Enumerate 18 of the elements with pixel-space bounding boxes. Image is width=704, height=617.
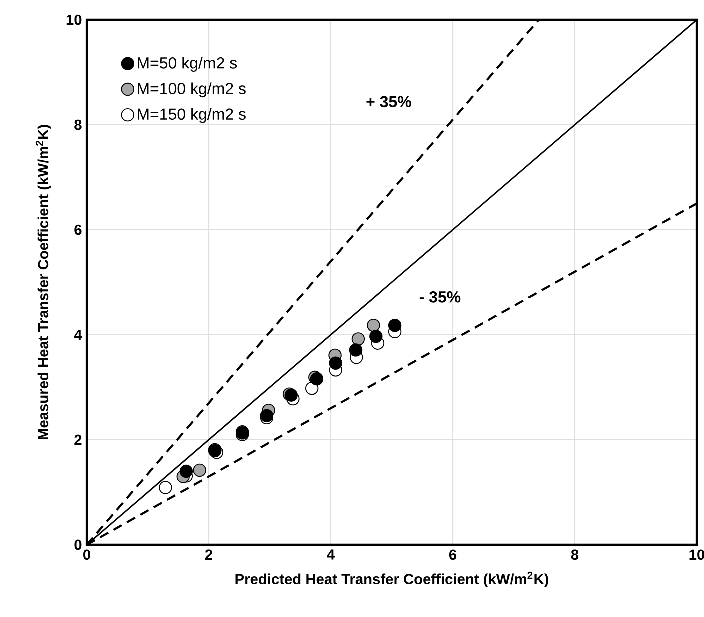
y-tick-label: 10 bbox=[66, 14, 82, 26]
annotation: - 35% bbox=[420, 292, 461, 303]
y-tick-label: 4 bbox=[74, 330, 82, 340]
y-tick-label: 6 bbox=[74, 224, 82, 236]
x-tick-label: 6 bbox=[449, 550, 457, 560]
x-axis-title: Predicted Heat Transfer Coefficient (kW/m$^{2}$K) bbox=[236, 572, 548, 588]
x-tick-label: 4 bbox=[327, 550, 335, 560]
x-tick-label: 8 bbox=[571, 550, 579, 560]
legend-label: M=150 kg/m2 s bbox=[138, 108, 246, 124]
y-tick-label: 0 bbox=[74, 540, 82, 550]
y-tick-label: 8 bbox=[74, 120, 82, 130]
x-tick-label: 2 bbox=[205, 550, 212, 560]
y-axis-title: Measured Heat Transfer Coefficient (kW/m$^{2}$K) bbox=[36, 125, 52, 440]
x-tick-label: 0 bbox=[84, 550, 90, 560]
legend-label: M=100 kg/m2 s bbox=[138, 82, 246, 98]
annotation: + 35% bbox=[366, 96, 412, 108]
legend-label: M=50 kg/m2 s bbox=[138, 57, 238, 72]
y-tick-label: 2 bbox=[74, 434, 82, 446]
